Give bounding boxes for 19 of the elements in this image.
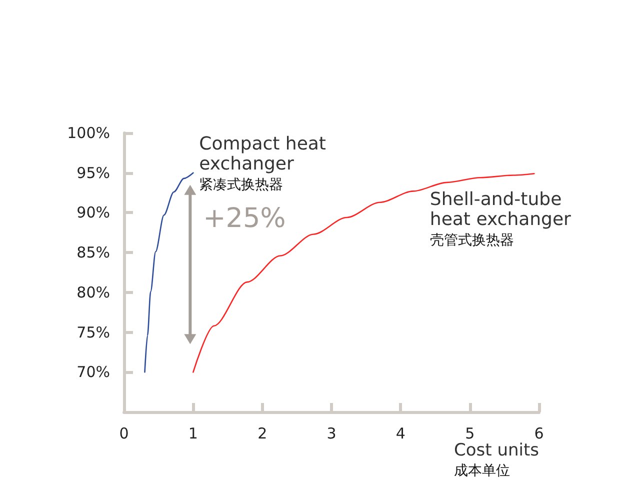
x-axis-title: Cost units 成本单位 [454,440,540,479]
y-tick-label: 90% [76,204,110,222]
line-series [144,172,194,373]
x-tick-label: 3 [326,424,336,442]
series-label: Shell-and-tube heat exchanger 壳管式换热器 [430,188,572,248]
y-tick-label: 100% [67,124,110,142]
x-tick-label: 2 [258,424,268,442]
y-tick-label: 85% [76,244,110,262]
x-tick-label: 1 [188,424,198,442]
y-tick-label: 75% [76,323,110,342]
y-tick-label: 70% [76,363,110,382]
series-label: Compact heat exchanger 紧凑式换热器 [199,133,326,193]
annotation: +25% [203,202,286,234]
x-tick-label: 4 [396,424,406,442]
x-tick-label: 6 [534,424,544,442]
x-tick-label: 0 [119,424,129,442]
y-tick-label: 80% [76,283,110,302]
x-tick-label: 5 [465,424,475,442]
y-tick-label: 95% [76,164,110,182]
